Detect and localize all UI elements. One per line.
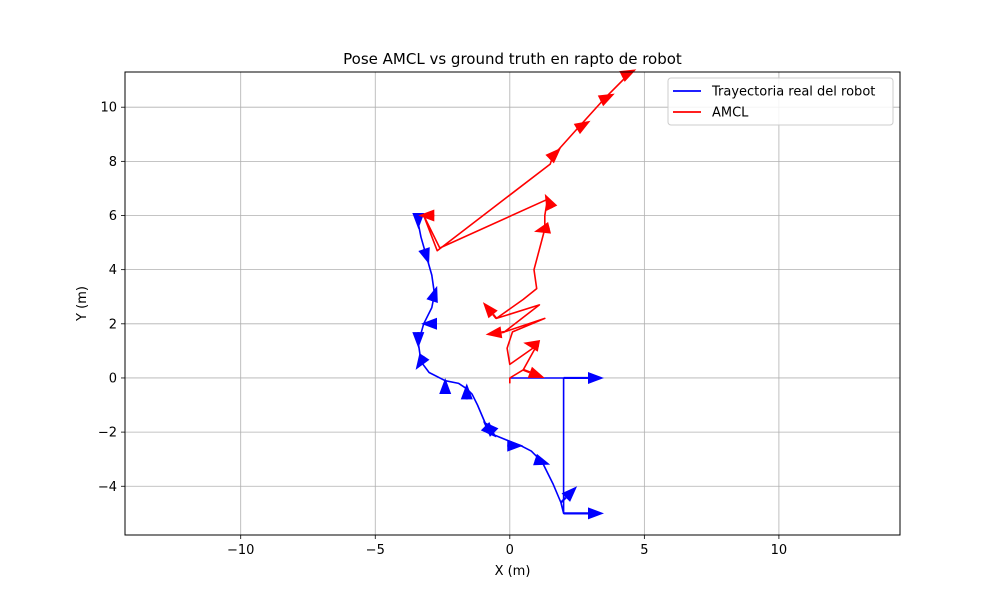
pose-arrow-head [544,193,558,211]
legend-entry: AMCL [712,106,749,121]
pose-arrow-head [418,247,430,265]
pose-arrow-head [412,332,425,349]
x-tick-label: −5 [366,543,385,558]
y-tick-label: −4 [98,480,117,495]
legend-box [667,77,894,126]
pose-arrow-head [426,285,438,303]
ticks: −10 −5 0 5 10 −4 −2 0 2 4 6 8 10 [98,101,787,558]
legend-entry: Trayectoria real del robot [711,85,875,100]
series-amcl [418,69,637,384]
pose-arrow-head [587,507,604,520]
series-ground-truth [412,213,604,520]
pose-arrow-head [418,209,435,222]
x-tick-label: 5 [640,543,648,558]
x-tick-label: −10 [227,543,254,558]
y-tick-label: 4 [109,263,117,278]
y-tick-label: 10 [100,101,117,116]
pose-arrow-shaft [522,368,531,374]
plot-frame [124,71,901,536]
y-axis-label: Y (m) [75,286,90,322]
series-layer [412,69,637,520]
pose-arrow-head [507,439,524,452]
pose-arrow-head [527,366,545,378]
pose-arrow-shaft [492,313,498,320]
pose-arrow-head [439,377,452,394]
y-tick-label: 6 [109,209,117,224]
x-axis-label: X (m) [495,564,531,579]
pose-arrow-head [421,317,438,330]
pose-arrow-head [533,453,551,466]
pose-arrow-head [561,486,578,502]
y-tick-label: −2 [98,426,117,441]
pose-arrow-head [485,326,503,339]
x-tick-label: 0 [506,543,514,558]
pose-arrow-head [587,371,604,384]
pose-arrow-head [534,222,552,234]
pose-arrow-head [523,340,541,352]
x-tick-label: 10 [771,543,788,558]
pose-arrow-head [482,302,498,319]
pose-arrow-head [597,93,615,107]
pose-arrow-head [482,421,499,437]
legend: Trayectoria real del robot AMCL [667,77,894,126]
pose-arrow-shaft [560,496,567,504]
pose-arrow-head [460,383,473,400]
pose-arrow-head [573,120,591,135]
pose-arrow-head [415,353,430,370]
chart-title: Pose AMCL vs ground truth en rapto de ro… [343,50,682,68]
series-line [422,71,632,384]
pose-arrow-head [412,213,425,230]
y-tick-label: 0 [109,371,117,386]
pose-arrow-head [545,147,561,164]
y-tick-label: 2 [109,317,117,332]
y-tick-label: 8 [109,155,117,170]
